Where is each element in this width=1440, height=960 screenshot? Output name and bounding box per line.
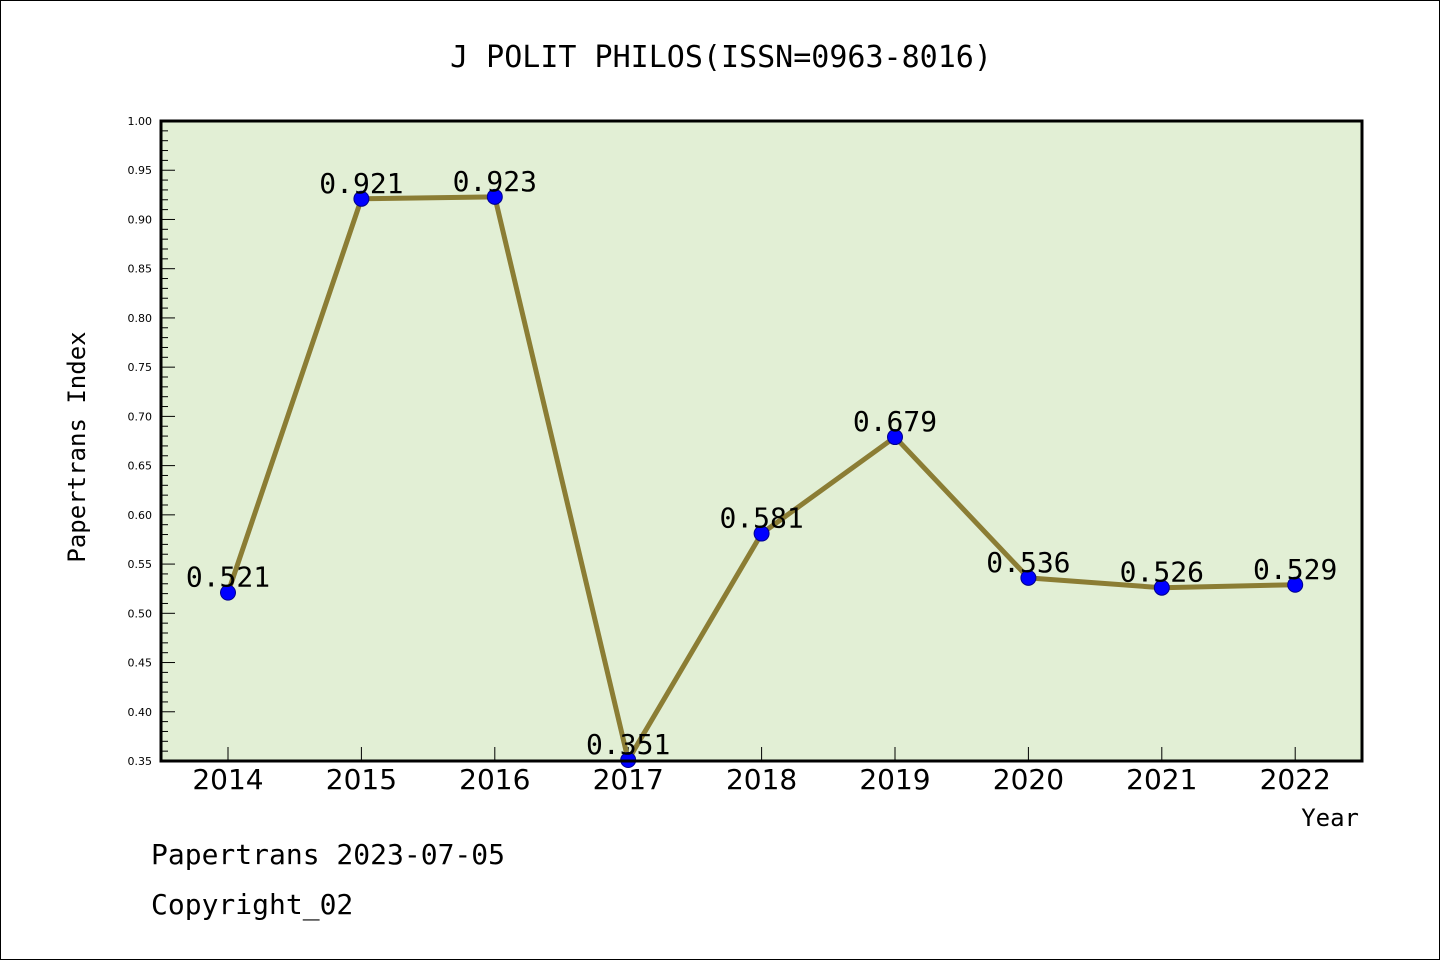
data-point-marker	[1287, 576, 1304, 593]
series-line-group	[220, 188, 1304, 769]
x-tick-label: 2022	[1260, 763, 1331, 796]
y-tick-label: 0.40	[128, 706, 153, 719]
y-tick-label: 0.60	[128, 509, 153, 522]
x-tick-label: 2020	[993, 763, 1064, 796]
data-point-marker	[753, 525, 770, 542]
y-tick-label: 0.80	[128, 312, 153, 325]
y-axis-title: Papertrans Index	[63, 331, 91, 562]
data-label: 0.921	[319, 167, 403, 200]
x-axis-title: Year	[1301, 804, 1359, 832]
x-tick-label: 2021	[1126, 763, 1197, 796]
data-label: 0.529	[1253, 553, 1337, 586]
plot-frame	[159, 119, 1364, 763]
x-tick-label: 2019	[859, 763, 930, 796]
x-axis: 2014 2015 2016 2017 2018 2019 2020 2021 2022	[192, 747, 1331, 796]
data-label: 0.521	[186, 561, 270, 594]
y-tick-label: 0.35	[128, 755, 153, 768]
data-label: 0.351	[586, 728, 670, 761]
y-axis: 0.35 0.40 0.45 0.50 0.55 0.60 0.65 0.70 0.75 0.80…	[128, 115, 175, 768]
footer-date: Papertrans 2023-07-05	[151, 838, 505, 871]
y-tick-label: 0.90	[128, 213, 153, 226]
plot-area	[161, 121, 1362, 761]
y-tick-label: 0.50	[128, 607, 153, 620]
y-tick-label: 0.55	[128, 558, 153, 571]
x-tick-label: 2017	[593, 763, 664, 796]
data-point-marker	[353, 190, 370, 207]
y-tick-label: 0.85	[128, 263, 153, 276]
y-tick-label: 0.70	[128, 410, 153, 423]
data-label: 0.679	[853, 405, 937, 438]
x-tick-label: 2014	[192, 763, 263, 796]
y-tick-label: 0.65	[128, 460, 153, 473]
data-point-marker	[887, 429, 903, 446]
x-tick-label: 2016	[459, 763, 530, 796]
y-tick-label: 0.75	[128, 361, 153, 374]
data-point-marker	[1020, 569, 1037, 586]
y-tick-label: 1.00	[128, 115, 153, 128]
x-tick-label: 2018	[726, 763, 797, 796]
data-label: 0.581	[719, 502, 803, 535]
footer-copyright: Copyright_02	[151, 888, 353, 922]
data-point-marker	[1153, 579, 1170, 596]
data-label-group: 0.521 0.921 0.923 0.351 0.581 0.679 0.536 0.526…	[186, 165, 1337, 761]
data-label: 0.526	[1120, 556, 1204, 589]
data-point-marker	[220, 584, 236, 601]
data-point-marker	[486, 188, 503, 205]
data-label: 0.923	[453, 165, 537, 198]
y-tick-label: 0.95	[128, 164, 153, 177]
y-tick-label: 0.45	[128, 657, 153, 670]
x-tick-label: 2015	[326, 763, 397, 796]
chart-title: J POLIT PHILOS(ISSN=0963-8016)	[450, 40, 992, 75]
data-label: 0.536	[986, 546, 1070, 579]
